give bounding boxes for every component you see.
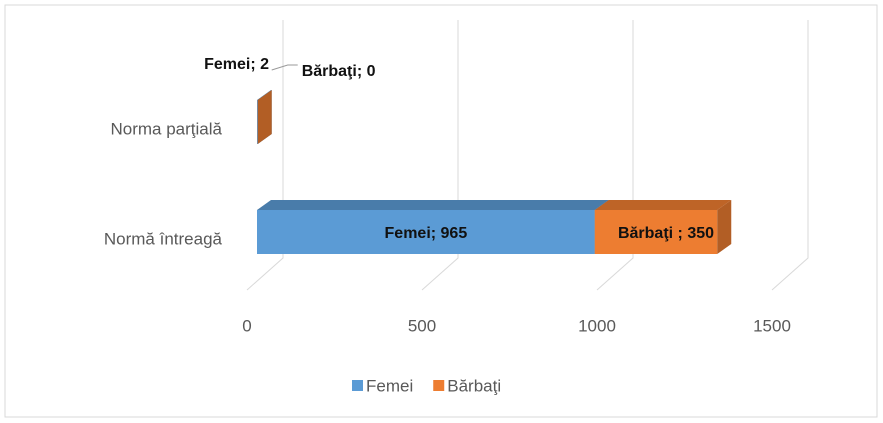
bar-top <box>257 200 609 210</box>
bar <box>257 210 595 254</box>
data-label: Femei; 2 <box>204 56 269 73</box>
category-label: Normă întreagă <box>104 229 223 248</box>
bar-side <box>717 200 732 254</box>
bar-side <box>257 90 272 144</box>
legend-label: Bărbaţi <box>447 376 501 395</box>
x-tick-label: 500 <box>408 316 436 335</box>
category-label: Norma parţială <box>111 119 223 138</box>
grid-line <box>246 20 284 291</box>
data-label: Bărbaţi; 0 <box>302 63 376 80</box>
grid-line <box>596 20 634 291</box>
data-label: Bărbaţi ; 350 <box>618 225 714 242</box>
x-tick-label: 1000 <box>578 316 616 335</box>
legend-label: Femei <box>366 376 413 395</box>
legend-swatch <box>352 380 363 391</box>
bar <box>594 210 718 254</box>
grid-line <box>771 20 809 291</box>
grid-line <box>421 20 459 291</box>
bar <box>257 100 258 144</box>
bar-top <box>257 90 272 100</box>
data-label: Femei; 965 <box>385 225 468 242</box>
leader-line <box>271 64 298 71</box>
x-tick-label: 1500 <box>753 316 791 335</box>
x-tick-label: 0 <box>242 316 251 335</box>
legend-swatch <box>433 380 445 391</box>
bar-top <box>594 200 732 210</box>
